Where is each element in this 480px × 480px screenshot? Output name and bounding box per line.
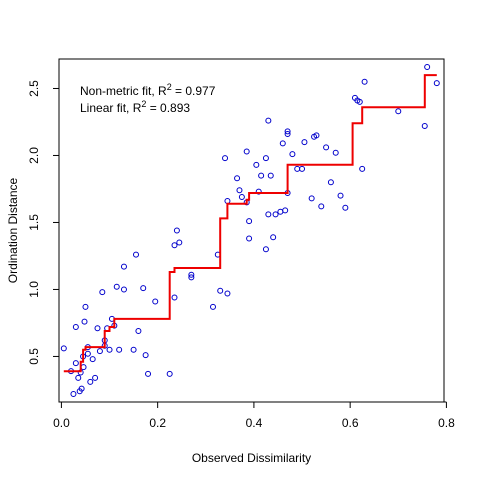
y-tick-label: 1.5	[27, 214, 41, 231]
data-point	[94, 325, 101, 332]
data-point	[82, 303, 89, 310]
data-point	[265, 117, 272, 124]
data-point	[284, 131, 291, 138]
data-point	[89, 356, 96, 363]
data-point	[332, 149, 339, 156]
data-point	[210, 303, 216, 310]
data-point	[145, 370, 152, 377]
data-point	[106, 346, 113, 353]
data-point	[224, 290, 231, 297]
data-point	[424, 64, 431, 71]
x-tick-label: 0.2	[149, 416, 166, 430]
data-point	[267, 172, 274, 179]
data-point	[188, 271, 195, 278]
data-point	[265, 211, 272, 218]
y-tick-label: 1.0	[27, 281, 41, 298]
data-point	[120, 263, 127, 270]
data-point	[133, 251, 139, 258]
data-point	[236, 187, 243, 194]
x-tick-label: 0.8	[438, 416, 455, 430]
data-point	[222, 155, 229, 162]
data-point	[262, 155, 269, 162]
data-point	[301, 139, 308, 146]
data-point	[120, 286, 127, 293]
data-point	[135, 327, 142, 334]
data-point	[188, 274, 195, 281]
data-point	[72, 360, 79, 367]
data-point	[327, 179, 334, 186]
fit-annotation: Non-metric fit, R2 = 0.977	[80, 82, 216, 98]
data-point	[289, 151, 296, 158]
data-point	[60, 345, 67, 352]
y-axis-label: Ordination Distance	[6, 177, 20, 283]
data-point	[142, 352, 149, 359]
data-point	[171, 294, 178, 301]
data-point	[255, 188, 262, 195]
data-point	[279, 140, 286, 147]
data-point	[234, 175, 241, 182]
data-point	[96, 348, 103, 355]
data-point	[361, 78, 368, 85]
data-point	[313, 132, 320, 139]
data-point	[92, 374, 99, 381]
data-point	[270, 234, 277, 241]
data-point	[152, 298, 159, 305]
data-point	[318, 203, 325, 210]
data-point	[308, 195, 315, 202]
data-point	[238, 194, 245, 201]
data-point	[421, 122, 428, 129]
data-point	[282, 207, 289, 214]
data-point	[130, 346, 137, 353]
data-point	[176, 239, 183, 246]
data-point	[75, 374, 82, 381]
y-tick-label: 2.0	[27, 147, 41, 164]
data-point	[294, 165, 301, 172]
fit-annotation: Linear fit, R2 = 0.893	[80, 99, 190, 115]
data-point	[87, 378, 94, 385]
data-point	[299, 165, 306, 172]
data-point	[217, 287, 224, 294]
data-point	[342, 204, 349, 211]
data-point	[72, 323, 79, 330]
y-tick-label: 2.5	[27, 80, 41, 97]
data-point	[166, 370, 173, 377]
data-point	[433, 80, 440, 87]
data-point	[246, 235, 253, 242]
data-point	[323, 144, 330, 151]
data-point	[337, 192, 344, 199]
step-fit-line	[63, 74, 437, 373]
data-point	[84, 350, 91, 357]
data-point	[116, 346, 123, 353]
data-point	[78, 385, 85, 392]
y-axis: 0.5 1.0 1.5 2.0 2.5	[27, 80, 60, 365]
data-point	[81, 318, 88, 325]
x-tick-label: 0.0	[53, 416, 70, 430]
data-point	[140, 285, 147, 292]
data-point	[80, 364, 87, 371]
data-point	[395, 108, 402, 115]
data-point	[99, 289, 106, 296]
data-point	[359, 165, 366, 172]
x-tick-label: 0.4	[246, 416, 263, 430]
data-point	[284, 128, 291, 135]
data-point	[243, 148, 250, 155]
data-point	[113, 283, 120, 290]
points-layer	[60, 64, 440, 397]
data-point	[253, 161, 260, 168]
data-point	[246, 218, 253, 225]
data-point	[258, 172, 265, 179]
data-point	[277, 208, 284, 215]
y-tick-label: 0.5	[27, 348, 41, 365]
data-point	[173, 227, 180, 234]
data-point	[272, 211, 279, 218]
data-point	[356, 98, 363, 105]
data-point	[262, 246, 269, 253]
data-point	[171, 242, 178, 249]
x-axis: 0.0 0.2 0.4 0.6 0.8	[53, 401, 455, 430]
data-point	[70, 390, 77, 397]
x-axis-label: Observed Dissimilarity	[192, 451, 311, 465]
x-tick-label: 0.6	[342, 416, 359, 430]
